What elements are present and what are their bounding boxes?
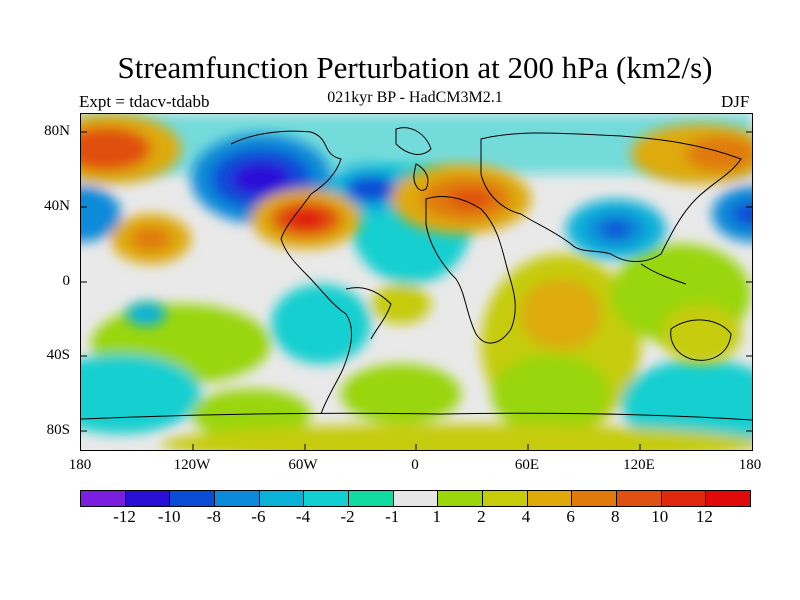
eurasia-coast (480, 132, 742, 262)
colorbar-tick-label: 4 (521, 507, 531, 526)
colorbar-tick-label: 1 (432, 507, 442, 526)
colorbar-box (393, 491, 439, 506)
greenland (395, 127, 432, 155)
lon-label-120e: 120E (623, 457, 655, 473)
indonesia (640, 263, 687, 285)
colorbar-box (215, 491, 260, 506)
colorbar-box (170, 491, 216, 506)
colorbar-box (483, 491, 528, 506)
antarctica-coast (81, 412, 752, 421)
lat-label-0: 0 (62, 273, 71, 289)
africa-coast (425, 196, 516, 344)
colorbar-box (349, 491, 394, 506)
colorbar-box (617, 491, 662, 506)
map-ticks (81, 131, 752, 450)
colorbar-tick-label: -8 (206, 507, 221, 526)
lat-label-80n: 80N (44, 123, 70, 139)
south-america-east (345, 287, 392, 340)
figure-subtitle: 021kyr BP - HadCM3M2.1 (327, 89, 503, 106)
colorbar-tick-label: 12 (695, 507, 713, 526)
colorbar-box (438, 491, 484, 506)
colorbar-tick-label: 2 (477, 507, 486, 526)
lat-label-80s: 80S (46, 422, 70, 438)
colorbar-tick-label: -2 (340, 507, 355, 526)
british-isles (413, 163, 429, 191)
colorbar-tick-label: 8 (610, 507, 620, 526)
lon-label-120w: 120W (173, 457, 211, 473)
colorbar-tick-label: -10 (157, 507, 181, 526)
colorbar-box (572, 491, 618, 506)
anomaly-centres (81, 114, 752, 364)
figure-title: Streamfunction Perturbation at 200 hPa (… (117, 50, 713, 85)
coastlines (81, 127, 752, 421)
australia-coast (670, 319, 732, 361)
colorbar-box (125, 491, 171, 506)
lon-label-60e: 60E (514, 457, 540, 473)
lon-label-60w: 60W (288, 457, 318, 473)
colorbar-box (259, 491, 305, 506)
colorbar-tick-label: -6 (251, 507, 266, 526)
colorbar-tick-label: -1 (385, 507, 400, 526)
colorbar-tick-label: 6 (566, 507, 575, 526)
lon-label-180e: 180 (738, 457, 762, 473)
map-svg (81, 114, 752, 450)
experiment-label: Expt = tdacv-tdabb (79, 92, 210, 111)
colorbar-box (81, 491, 126, 506)
colorbar (80, 490, 751, 507)
colorbar-box (706, 491, 751, 506)
lon-label-180w: 180 (68, 457, 92, 473)
americas-coast (230, 130, 353, 415)
colorbar-box (304, 491, 350, 506)
lon-label-0: 0 (411, 457, 419, 473)
colorbar-box (661, 491, 707, 506)
streamfunction-map (80, 113, 753, 451)
colorbar-tick-label: 10 (651, 507, 669, 526)
colorbar-tick-label: -12 (113, 507, 136, 526)
season-label: DJF (721, 92, 750, 111)
lat-label-40n: 40N (44, 198, 70, 214)
colorbar-tick-label: -4 (295, 507, 311, 526)
colorbar-box (527, 491, 573, 506)
lat-label-40s: 40S (46, 347, 70, 363)
